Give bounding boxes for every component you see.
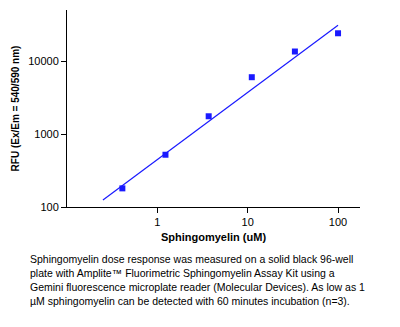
svg-text:RFU (Ex/Em = 540/590 nm): RFU (Ex/Em = 540/590 nm) xyxy=(10,46,21,172)
html-text:Gemini fluorescence microplate: Gemini fluorescence microplate reader (M… xyxy=(30,281,365,293)
html-text:plate with Amplite™ Fluorimetr: plate with Amplite™ Fluorimetric Sphingo… xyxy=(30,267,335,279)
html-text:µM sphingomyelin can be detect: µM sphingomyelin can be detected with 60… xyxy=(30,295,350,307)
svg-text:1: 1 xyxy=(154,216,160,228)
svg-text:100: 100 xyxy=(40,201,58,213)
html-text:Sphingomyelin dose response wa: Sphingomyelin dose response was measured… xyxy=(30,253,354,265)
svg-text:1000: 1000 xyxy=(34,128,58,140)
svg-text:Sphingomyelin (uM): Sphingomyelin (uM) xyxy=(161,231,266,243)
svg-text:100: 100 xyxy=(329,216,347,228)
svg-text:10: 10 xyxy=(242,216,254,228)
svg-text:10000: 10000 xyxy=(28,55,59,67)
